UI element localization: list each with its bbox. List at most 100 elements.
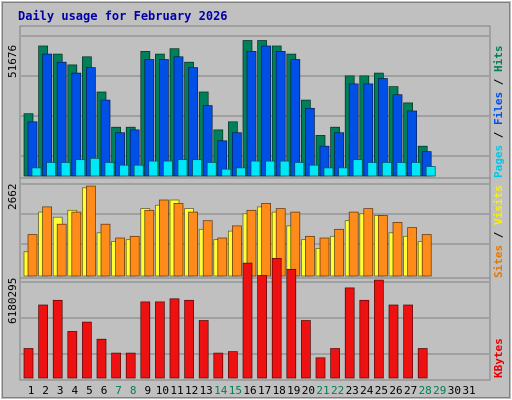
x-tick-label: 17 (258, 384, 271, 397)
bar-sites-day-21 (319, 237, 330, 277)
bar-kbytes-day-8 (125, 352, 136, 379)
bar-pages-day-2 (46, 162, 56, 177)
bar-kbytes-day-5 (82, 321, 92, 379)
panel-legend-label: Sites / Visits (492, 185, 505, 278)
bar-kbytes-day-13 (198, 320, 209, 379)
bar-sites-day-2 (42, 206, 52, 277)
bar-kbytes-day-21 (315, 357, 326, 379)
x-tick-label: 29 (433, 384, 446, 397)
bar-pages-day-11 (177, 159, 188, 177)
bar-files-day-19 (290, 59, 301, 177)
x-tick-label: 9 (144, 384, 151, 397)
x-tick-label: 23 (346, 384, 359, 397)
bar-pages-day-22 (338, 167, 348, 177)
bar-sites-day-27 (407, 227, 417, 277)
bar-pages-day-3 (60, 162, 71, 177)
bar-sites-day-6 (100, 223, 111, 277)
bar-kbytes-day-18 (271, 258, 282, 379)
x-tick-label: 12 (185, 384, 198, 397)
x-tick-label: 21 (316, 384, 329, 397)
x-tick-label: 19 (287, 384, 300, 397)
bar-sites-day-3 (56, 223, 67, 277)
bar-kbytes-day-16 (242, 262, 253, 379)
bar-kbytes-day-1 (23, 348, 34, 379)
x-tick-label: 4 (71, 384, 78, 397)
legend-separator: / (492, 225, 505, 245)
bar-pages-day-19 (294, 162, 305, 177)
pages-files-hits-panel: 51676 Pages / Files / Hits (6, 25, 505, 179)
bar-pages-day-26 (396, 162, 407, 177)
bar-pages-day-20 (309, 164, 319, 177)
bar-kbytes-day-2 (38, 304, 48, 379)
bar-kbytes-day-28 (417, 348, 428, 379)
bar-kbytes-day-9 (140, 301, 151, 379)
panel-bars (23, 185, 432, 277)
bar-sites-day-14 (217, 237, 228, 277)
bar-kbytes-day-3 (52, 299, 63, 379)
x-tick-label: 2 (42, 384, 49, 397)
bar-pages-day-1 (31, 167, 42, 177)
bar-kbytes-day-6 (96, 338, 107, 379)
x-tick-label: 31 (462, 384, 475, 397)
bar-sites-day-12 (188, 211, 198, 277)
legend-visits: Visits (492, 185, 505, 225)
bar-sites-day-10 (159, 199, 169, 277)
bar-pages-day-8 (133, 164, 144, 177)
chart-title: Daily usage for February 2026 (18, 9, 228, 23)
bar-kbytes-day-20 (301, 320, 311, 379)
bar-kbytes-day-17 (257, 275, 267, 379)
bar-kbytes-day-12 (184, 299, 194, 379)
x-tick-label: 7 (115, 384, 122, 397)
panel-bars (23, 258, 428, 379)
legend-hits: Hits (492, 46, 505, 73)
x-tick-label: 10 (156, 384, 169, 397)
bar-pages-day-15 (236, 167, 246, 177)
bar-kbytes-day-25 (374, 279, 384, 379)
bar-sites-day-22 (334, 228, 344, 277)
bar-pages-day-5 (90, 158, 100, 177)
legend-separator: / (492, 72, 505, 92)
bar-kbytes-day-11 (169, 298, 180, 379)
bar-kbytes-day-14 (213, 352, 224, 379)
bar-files-day-3 (56, 61, 67, 177)
bar-sites-day-7 (115, 237, 125, 277)
bar-sites-day-19 (290, 211, 301, 277)
x-tick-label: 25 (375, 384, 388, 397)
bar-pages-day-13 (206, 162, 217, 177)
bar-kbytes-day-15 (228, 351, 238, 379)
bar-sites-day-1 (27, 234, 38, 277)
x-tick-label: 18 (273, 384, 286, 397)
bar-sites-day-15 (232, 225, 242, 277)
bar-pages-day-10 (163, 160, 173, 177)
bar-sites-day-26 (392, 222, 403, 277)
bar-files-day-2 (42, 53, 52, 177)
bar-sites-day-9 (144, 209, 155, 277)
panel-max-label: 6180295 (6, 278, 19, 324)
bar-sites-day-8 (129, 235, 140, 277)
bar-files-day-18 (275, 51, 286, 177)
panel-legend-label: KBytes (492, 338, 505, 378)
x-tick-label: 14 (214, 384, 228, 397)
x-tick-label: 20 (302, 384, 315, 397)
bar-files-day-16 (246, 51, 257, 177)
x-tick-label: 24 (360, 384, 374, 397)
bar-sites-day-11 (173, 203, 184, 277)
bar-kbytes-day-26 (388, 304, 399, 379)
kbytes-panel: 6180295 KBytes (6, 258, 505, 381)
bar-pages-day-27 (411, 162, 421, 177)
bar-pages-day-4 (75, 159, 86, 177)
x-tick-label: 26 (389, 384, 402, 397)
bar-sites-day-23 (348, 211, 359, 277)
x-tick-label: 8 (130, 384, 137, 397)
bar-sites-day-25 (378, 215, 388, 277)
panel-legend-label: Pages / Files / Hits (492, 46, 505, 179)
bar-sites-day-13 (202, 220, 213, 277)
bar-pages-day-23 (352, 159, 363, 177)
bar-kbytes-day-10 (155, 301, 165, 379)
legend-pages: Pages (492, 145, 505, 178)
x-tick-label: 13 (200, 384, 213, 397)
legend-sites: Sites (492, 245, 505, 278)
x-tick-label: 15 (229, 384, 242, 397)
x-tick-label: 5 (86, 384, 93, 397)
